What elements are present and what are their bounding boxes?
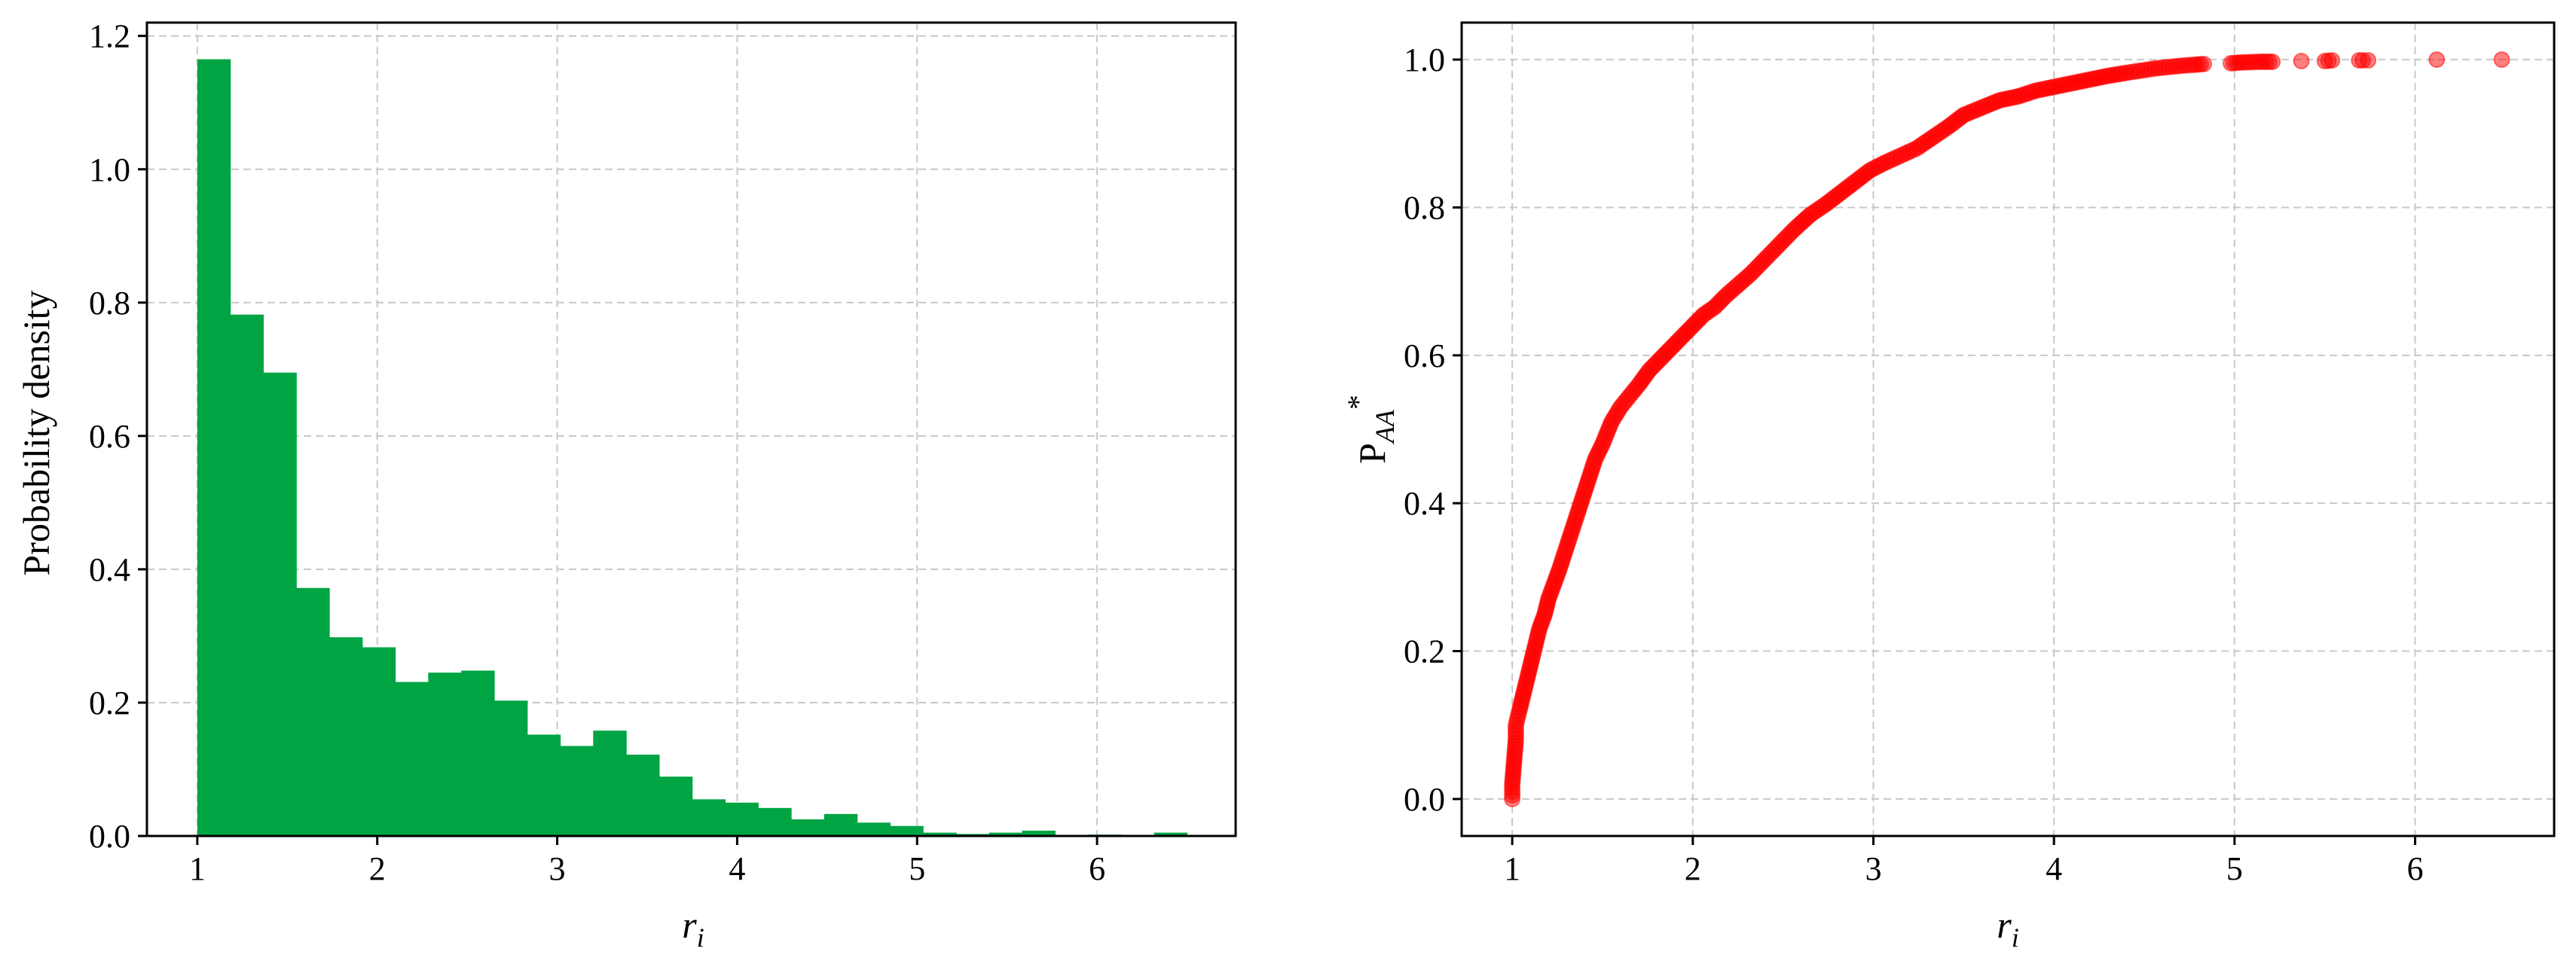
- histogram-bar: [791, 819, 825, 836]
- x-tick-label: 6: [1089, 850, 1105, 887]
- scatter-point: [2264, 53, 2281, 71]
- histogram-bar: [659, 776, 693, 836]
- histogram-y-axis-label: Probability density: [15, 290, 57, 575]
- x-tick-label: 2: [369, 850, 386, 887]
- histogram-ticks: 1 2 3 4 5 6 0.0 0.2 0.4 0.6 0.8 1.0 1.2: [89, 18, 1105, 887]
- y-tick-label: 0.8: [89, 285, 130, 322]
- y-tick-label: 0.4: [89, 551, 130, 588]
- scatter-ticks: 1 2 3 4 5 6 0.0 0.2 0.4 0.6 0.8 1.0: [1404, 41, 2423, 887]
- y-tick-label: 1.2: [89, 18, 130, 55]
- histogram-bar: [395, 682, 429, 836]
- histogram-bars: [197, 59, 1188, 837]
- histogram-axes-frame: [145, 21, 1237, 837]
- scatter-panel: 1 2 3 4 5 6 0.0 0.2 0.4 0.6 0.8 1.0 ri PAA*: [1341, 21, 2556, 953]
- histogram-bar: [296, 587, 330, 836]
- x-tick-label: 1: [1504, 850, 1520, 887]
- histogram-bar: [923, 832, 957, 836]
- y-tick-label: 0.8: [1404, 189, 1445, 226]
- scatter-axes-frame: [1460, 21, 2556, 837]
- histogram-bar: [230, 314, 264, 837]
- histogram-bar: [494, 700, 528, 836]
- scatter-points: [1504, 51, 2510, 807]
- y-tick-label: 0.6: [89, 418, 130, 455]
- histogram-grid: [147, 23, 1236, 837]
- histogram-bar: [890, 825, 924, 836]
- y-tick-label: 0.4: [1404, 485, 1445, 522]
- histogram-panel: 1 2 3 4 5 6 0.0 0.2 0.4 0.6 0.8 1.0 1.2 ri Probabili…: [15, 18, 1237, 953]
- scatter-x-axis-label: ri: [1997, 904, 2018, 953]
- scatter-point: [2493, 51, 2510, 69]
- x-tick-label: 1: [189, 850, 206, 887]
- y-tick-label: 0.6: [1404, 337, 1445, 374]
- histogram-bar: [560, 746, 594, 836]
- x-tick-label: 3: [549, 850, 566, 887]
- x-tick-label: 4: [729, 850, 745, 887]
- x-tick-label: 4: [2046, 850, 2062, 887]
- histogram-bar: [857, 822, 891, 836]
- scatter-grid: [1462, 23, 2554, 836]
- histogram-bar: [593, 731, 627, 836]
- x-tick-label: 2: [1685, 850, 1701, 887]
- scatter-y-axis-label: PAA*: [1341, 395, 1400, 464]
- histogram-bar: [989, 832, 1023, 836]
- histogram-bar: [263, 372, 297, 836]
- histogram-bar: [692, 799, 726, 836]
- scatter-point: [2324, 52, 2341, 69]
- x-tick-label: 6: [2406, 850, 2423, 887]
- y-tick-label: 1.0: [1404, 41, 1445, 78]
- y-tick-label: 0.0: [1404, 781, 1445, 818]
- y-tick-label: 1.0: [89, 151, 130, 188]
- scatter-point: [2428, 51, 2446, 69]
- x-tick-label: 5: [2226, 850, 2243, 887]
- y-tick-label: 0.0: [89, 818, 130, 855]
- histogram-bar: [362, 647, 396, 836]
- scatter-point: [2293, 53, 2310, 70]
- histogram-bar: [758, 807, 792, 836]
- histogram-bar: [725, 802, 759, 836]
- histogram-bar: [626, 755, 660, 836]
- histogram-bar: [824, 813, 858, 836]
- histogram-bar: [329, 637, 363, 836]
- scatter-point: [2196, 55, 2213, 72]
- x-tick-label: 5: [909, 850, 925, 887]
- scatter-point: [2360, 52, 2377, 69]
- y-tick-label: 0.2: [1404, 633, 1445, 670]
- histogram-bar: [197, 59, 231, 837]
- histogram-bar: [1154, 832, 1188, 836]
- histogram-bar: [461, 670, 495, 836]
- histogram-x-axis-label: ri: [682, 904, 704, 953]
- histogram-bar: [527, 734, 561, 836]
- y-tick-label: 0.2: [89, 685, 130, 721]
- histogram-bar: [428, 673, 462, 836]
- x-tick-label: 3: [1865, 850, 1881, 887]
- histogram-bar: [1022, 830, 1056, 836]
